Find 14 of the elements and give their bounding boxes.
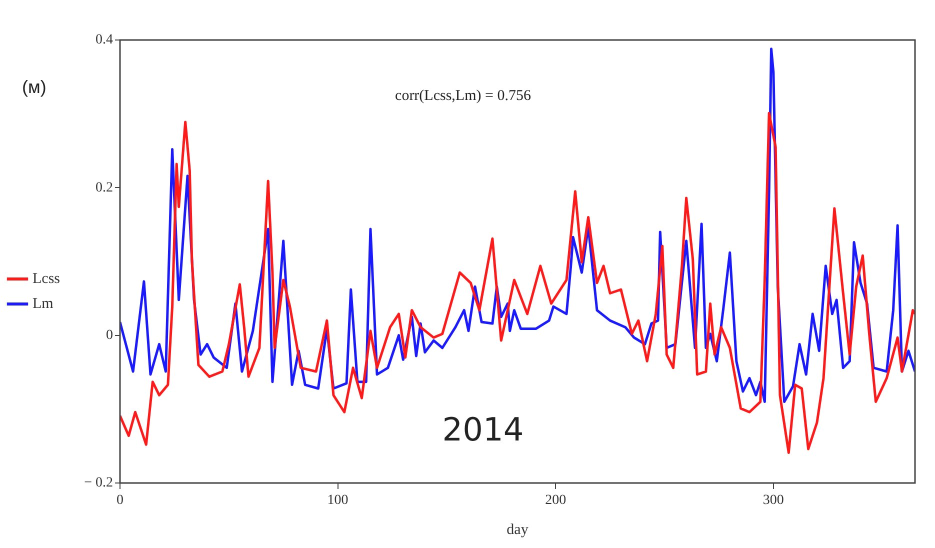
x-tick-label: 200	[545, 493, 566, 508]
annotation: corr(Lcss,Lm) = 0.756	[395, 88, 532, 104]
y-tick-label: 0	[106, 328, 113, 344]
x-tick-label: 100	[327, 493, 348, 508]
y-tick-label: 0.4	[95, 32, 113, 48]
y-tick-label: − 0.2	[84, 476, 113, 491]
annotation: 2014	[442, 410, 524, 448]
legend-label: Lm	[32, 296, 54, 312]
y-axis-title: (м)	[22, 76, 46, 97]
x-tick-label: 0	[116, 493, 124, 508]
legend-label: Lcss	[32, 270, 60, 287]
x-tick-label: 300	[762, 493, 784, 508]
x-axis-title: day	[506, 522, 529, 538]
y-tick-label: 0.2	[95, 180, 113, 196]
